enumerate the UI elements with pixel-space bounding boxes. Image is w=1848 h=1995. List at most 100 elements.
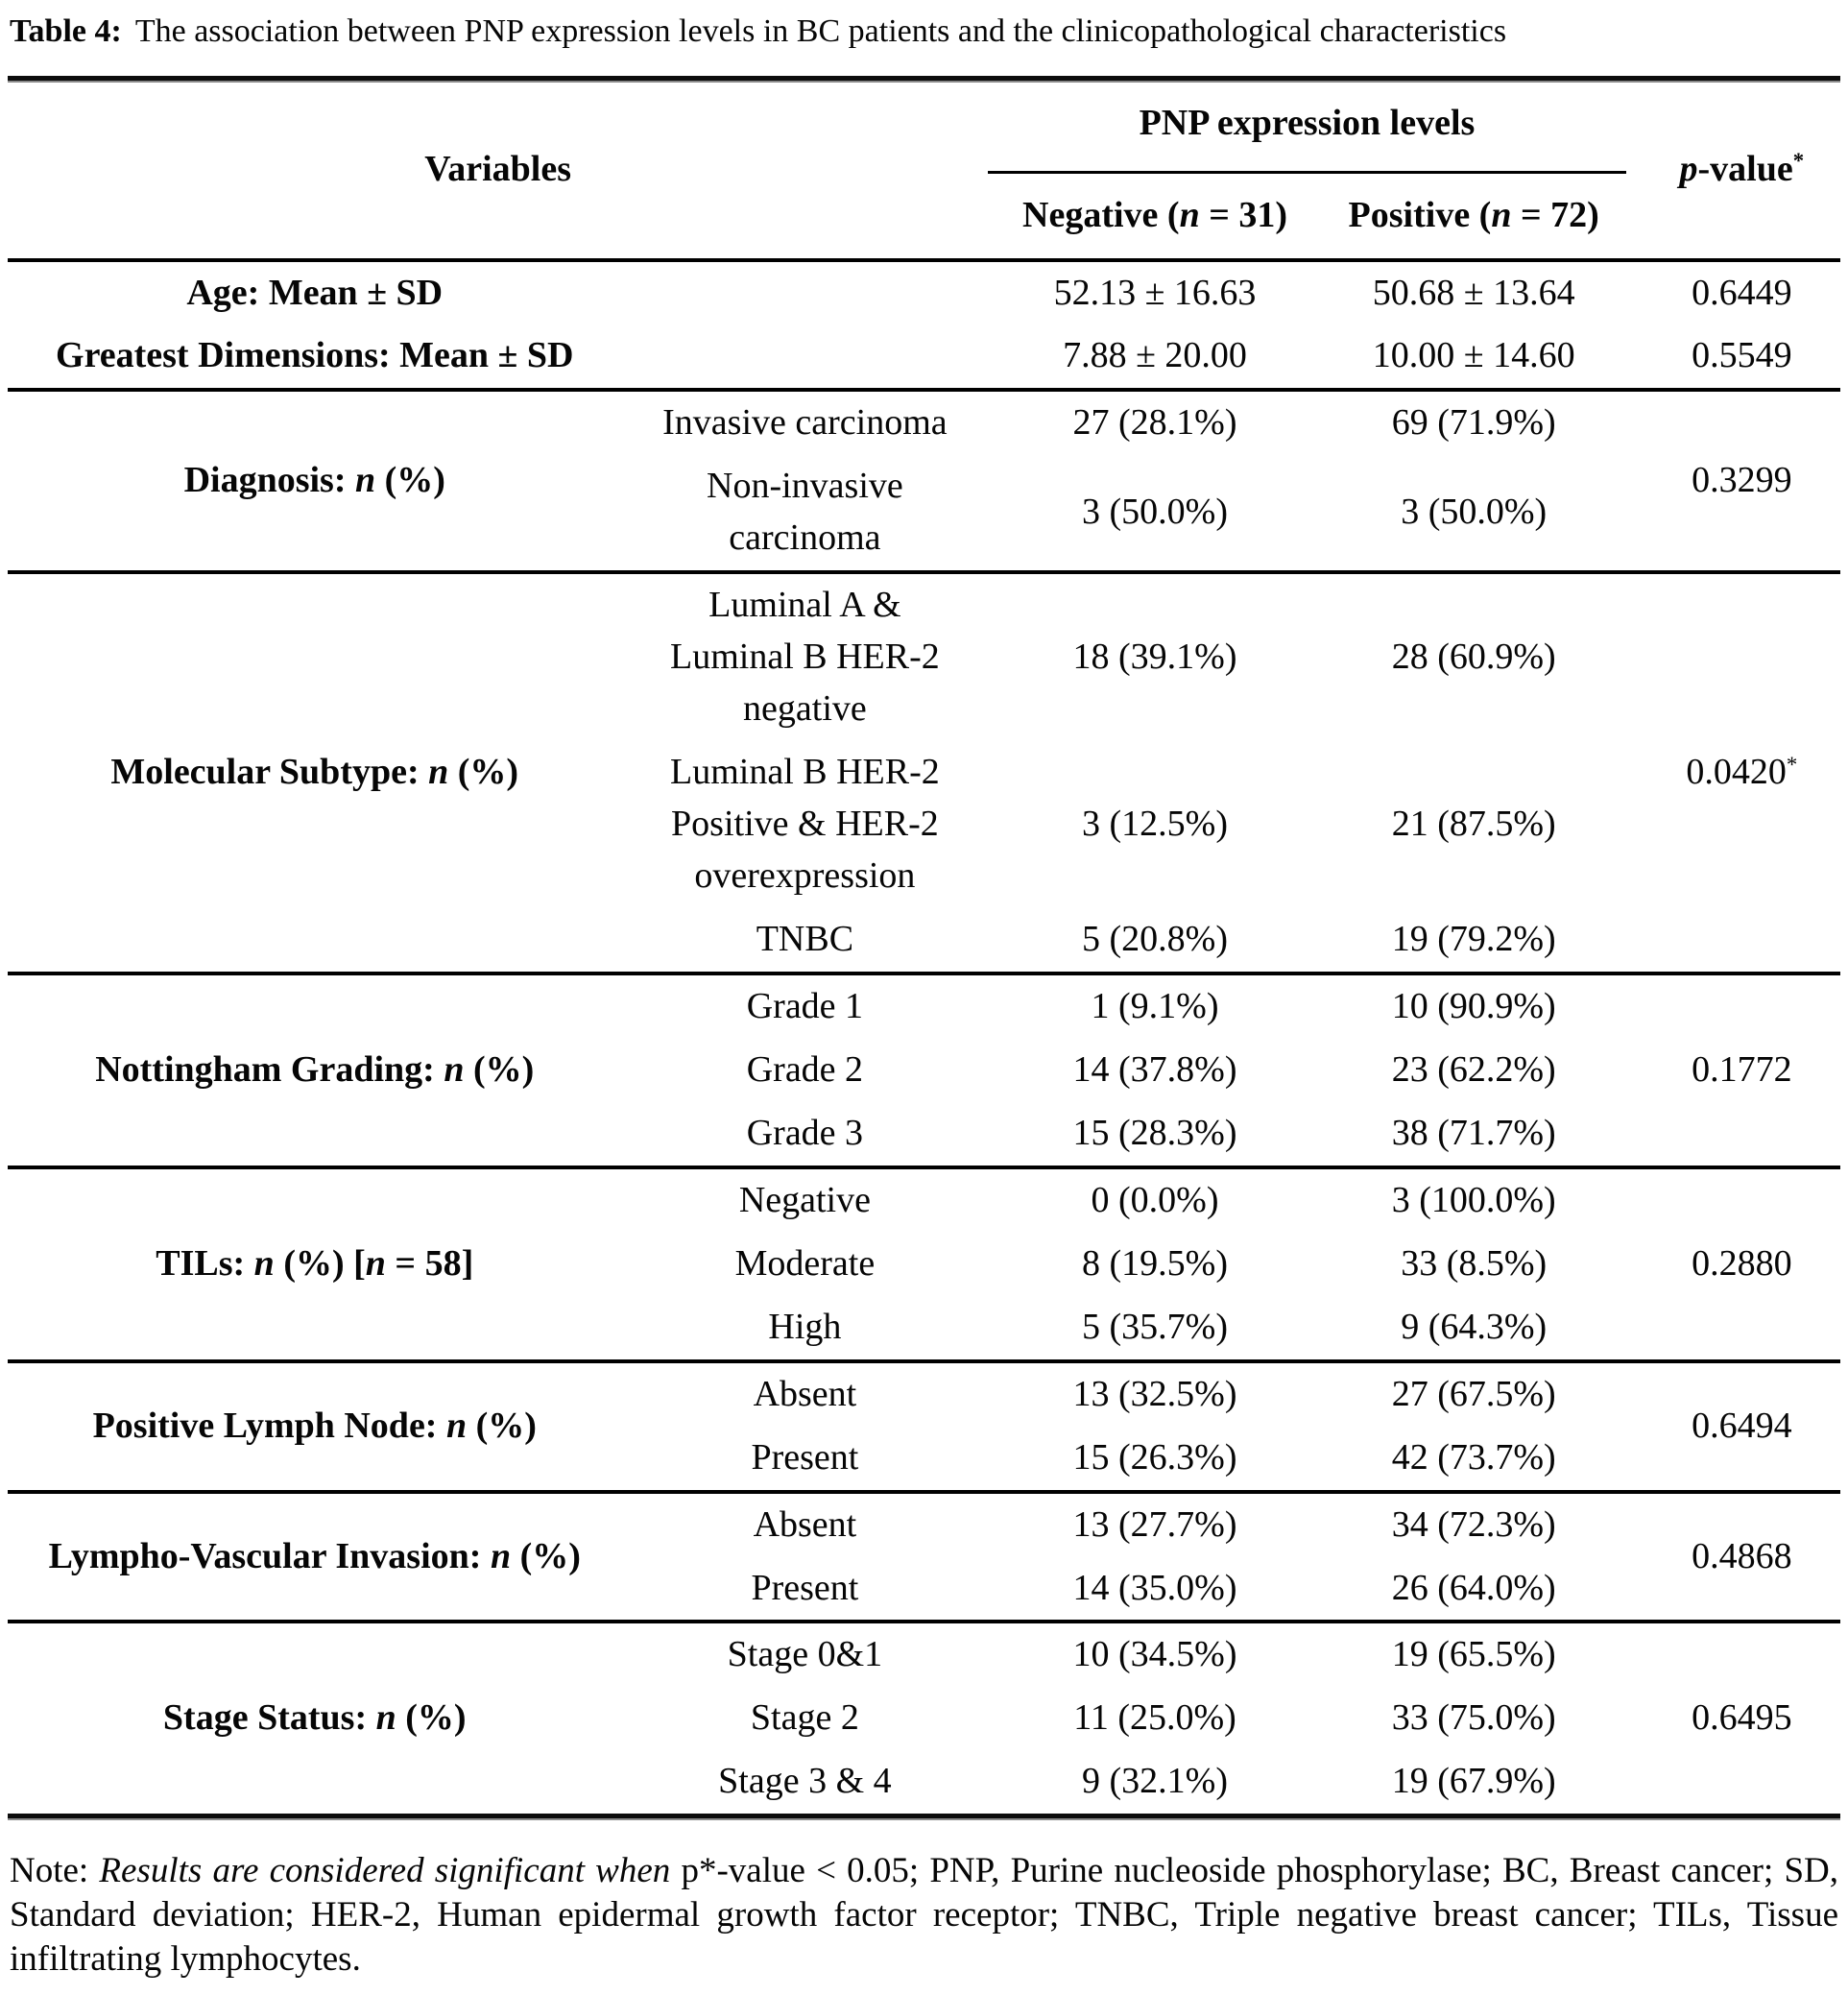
table-section: TILs: n (%) [n = 58] Negative 0 (0.0%) 3 (1… bbox=[8, 1166, 1840, 1361]
table-section: Stage Status: n (%) Stage 0&1 10 (34.5%) 19… bbox=[8, 1622, 1840, 1814]
negative-value-cell: 7.88 ± 20.00 bbox=[1063, 335, 1247, 376]
p-value-cell: 0.3299 bbox=[1692, 460, 1792, 501]
table-header: Variables PNP expression levels p-value*… bbox=[8, 82, 1840, 260]
col-header-positive: Positive (n = 72) bbox=[1348, 194, 1599, 235]
negative-value-cell: 3 (50.0%) bbox=[1082, 492, 1228, 533]
variable-cell: Diagnosis: n (%) bbox=[183, 460, 445, 501]
positive-value-cell: 69 (71.9%) bbox=[1391, 402, 1556, 444]
negative-value-cell: 5 (35.7%) bbox=[1082, 1306, 1228, 1347]
table-row: High 5 (35.7%) 9 (64.3%) bbox=[8, 1296, 1840, 1361]
col-header-negative: Negative (n = 31) bbox=[1022, 194, 1288, 235]
negative-value-cell: 3 (12.5%) bbox=[1082, 804, 1228, 845]
category-cell: Luminal B HER-2 Positive & HER-2 overexpre… bbox=[670, 752, 940, 897]
variable-cell: Nottingham Grading: n (%) bbox=[95, 1048, 535, 1090]
positive-value-cell: 10 (90.9%) bbox=[1391, 985, 1556, 1026]
positive-value-cell: 33 (75.0%) bbox=[1391, 1697, 1556, 1739]
variable-cell: Greatest Dimensions: Mean ± SD bbox=[56, 335, 574, 376]
variable-cell: Age: Mean ± SD bbox=[186, 272, 444, 313]
p-value-cell: 0.1772 bbox=[1692, 1048, 1792, 1090]
table-row: Present 14 (35.0%) 26 (64.0%) bbox=[8, 1557, 1840, 1622]
variable-cell: TILs: n (%) [n = 58] bbox=[156, 1242, 474, 1284]
negative-value-cell: 13 (27.7%) bbox=[1072, 1503, 1237, 1545]
positive-value-cell: 9 (64.3%) bbox=[1401, 1306, 1548, 1347]
negative-value-cell: 15 (28.3%) bbox=[1072, 1112, 1237, 1153]
table-section: Positive Lymph Node: n (%) Absent 13 (32.5… bbox=[8, 1360, 1840, 1492]
table-section: Diagnosis: n (%) Invasive carcinoma 27 (28… bbox=[8, 390, 1840, 572]
category-cell: Absent bbox=[753, 1373, 857, 1414]
table-row: Present 15 (26.3%) 42 (73.7%) bbox=[8, 1427, 1840, 1492]
positive-value-cell: 27 (67.5%) bbox=[1391, 1373, 1556, 1414]
col-header-variables: Variables bbox=[424, 149, 572, 190]
negative-value-cell: 10 (34.5%) bbox=[1072, 1634, 1237, 1675]
positive-value-cell: 23 (62.2%) bbox=[1391, 1048, 1556, 1090]
table-row: Moderate 8 (19.5%) 33 (8.5%) bbox=[8, 1233, 1840, 1296]
table-top-rule bbox=[8, 75, 1840, 83]
category-cell: High bbox=[768, 1306, 842, 1347]
negative-value-cell: 18 (39.1%) bbox=[1072, 637, 1237, 678]
col-header-pvalue: p-value* bbox=[1679, 149, 1805, 190]
table-row: Stage Status: n (%) Stage 0&1 10 (34.5%) 19… bbox=[8, 1622, 1840, 1738]
variable-cell: Stage Status: n (%) bbox=[162, 1697, 467, 1739]
category-cell: Luminal A & Luminal B HER-2 negative bbox=[670, 585, 940, 730]
category-cell: Present bbox=[751, 1567, 859, 1608]
category-cell: Absent bbox=[753, 1503, 857, 1545]
category-cell: Present bbox=[751, 1436, 859, 1478]
positive-value-cell: 28 (60.9%) bbox=[1391, 637, 1556, 678]
table-bottom-rule bbox=[8, 1814, 1840, 1821]
negative-value-cell: 0 (0.0%) bbox=[1091, 1179, 1219, 1220]
negative-value-cell: 27 (28.1%) bbox=[1072, 402, 1237, 444]
table-note: Note: Results are considered significant… bbox=[10, 1851, 1839, 1980]
table-row: Grade 3 15 (28.3%) 38 (71.7%) bbox=[8, 1102, 1840, 1167]
positive-value-cell: 3 (100.0%) bbox=[1391, 1179, 1556, 1220]
category-cell: Grade 3 bbox=[746, 1112, 864, 1153]
category-cell: Grade 2 bbox=[746, 1048, 864, 1090]
positive-value-cell: 33 (8.5%) bbox=[1401, 1242, 1548, 1284]
table-section: Age: Mean ± SD 52.13 ± 16.63 50.68 ± 13.64… bbox=[8, 260, 1840, 391]
p-value-cell: 0.6449 bbox=[1692, 272, 1792, 313]
table-row: Age: Mean ± SD 52.13 ± 16.63 50.68 ± 13.64… bbox=[8, 260, 1840, 325]
table-section: Lympho-Vascular Invasion: n (%) Absent 13 … bbox=[8, 1491, 1840, 1622]
p-value-cell: 0.6495 bbox=[1692, 1697, 1792, 1739]
table-row: Stage 2 11 (25.0%) 33 (75.0%) bbox=[8, 1687, 1840, 1750]
negative-value-cell: 52.13 ± 16.63 bbox=[1053, 272, 1257, 313]
positive-value-cell: 42 (73.7%) bbox=[1391, 1436, 1556, 1478]
table-row: Grade 2 14 (37.8%) 23 (62.2%) bbox=[8, 1039, 1840, 1102]
positive-value-cell: 19 (79.2%) bbox=[1391, 918, 1556, 959]
positive-value-cell: 26 (64.0%) bbox=[1391, 1567, 1556, 1608]
table-row: Lympho-Vascular Invasion: n (%) Absent 13 … bbox=[8, 1492, 1840, 1576]
table-row: Positive Lymph Node: n (%) Absent 13 (32.5… bbox=[8, 1361, 1840, 1446]
negative-value-cell: 9 (32.1%) bbox=[1082, 1761, 1228, 1802]
spacer-cell bbox=[622, 260, 989, 325]
col-header-group: PNP expression levels bbox=[988, 82, 1626, 174]
table-row: TILs: n (%) [n = 58] Negative 0 (0.0%) 3 (1… bbox=[8, 1167, 1840, 1284]
positive-value-cell: 21 (87.5%) bbox=[1391, 804, 1556, 845]
table-header-row-1: Variables PNP expression levels p-value* bbox=[8, 82, 1840, 189]
positive-value-cell: 50.68 ± 13.64 bbox=[1372, 272, 1575, 313]
table-header-row-2: Negative (n = 31) Positive (n = 72) bbox=[8, 172, 1840, 260]
category-cell: Grade 1 bbox=[746, 985, 864, 1026]
negative-value-cell: 11 (25.0%) bbox=[1073, 1697, 1236, 1739]
negative-value-cell: 8 (19.5%) bbox=[1082, 1242, 1228, 1284]
table-row: Greatest Dimensions: Mean ± SD 7.88 ± 20.… bbox=[8, 324, 1840, 390]
positive-value-cell: 34 (72.3%) bbox=[1391, 1503, 1556, 1545]
positive-value-cell: 19 (65.5%) bbox=[1391, 1634, 1556, 1675]
category-cell: Negative bbox=[738, 1179, 871, 1220]
table-row: TNBC 5 (20.8%) 19 (79.2%) bbox=[8, 908, 1840, 973]
table-row: Stage 3 & 4 9 (32.1%) 19 (67.9%) bbox=[8, 1750, 1840, 1814]
negative-value-cell: 1 (9.1%) bbox=[1091, 985, 1219, 1026]
p-value-cell: 0.6494 bbox=[1692, 1405, 1792, 1446]
negative-value-cell: 5 (20.8%) bbox=[1082, 918, 1228, 959]
p-value-cell: 0.2880 bbox=[1692, 1242, 1792, 1284]
negative-value-cell: 14 (35.0%) bbox=[1072, 1567, 1237, 1608]
category-cell: Moderate bbox=[734, 1242, 876, 1284]
positive-value-cell: 38 (71.7%) bbox=[1391, 1112, 1556, 1153]
negative-value-cell: 15 (26.3%) bbox=[1072, 1436, 1237, 1478]
table-section: Nottingham Grading: n (%) Grade 1 1 (9.1%)… bbox=[8, 973, 1840, 1167]
category-cell: Stage 0&1 bbox=[727, 1634, 883, 1675]
negative-value-cell: 14 (37.8%) bbox=[1072, 1048, 1237, 1090]
table-row: Diagnosis: n (%) Invasive carcinoma 27 (28… bbox=[8, 390, 1840, 500]
p-value-cell: 0.0420* bbox=[1686, 752, 1798, 793]
table-row: Molecular Subtype: n (%) Luminal A & Lumin… bbox=[8, 572, 1840, 792]
table-caption-text: The association between PNP expression l… bbox=[134, 13, 1507, 49]
